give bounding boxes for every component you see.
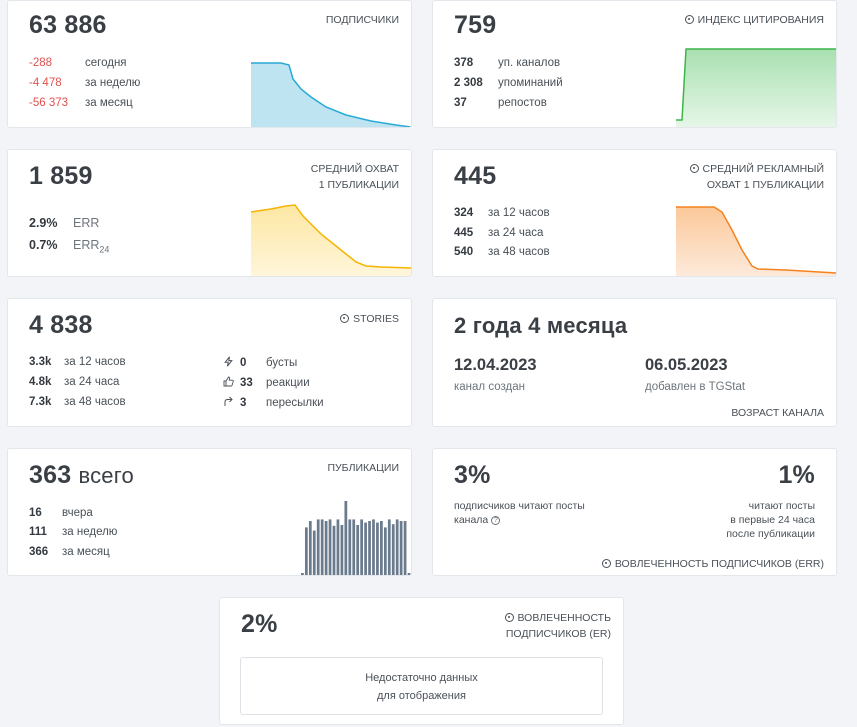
publication-bar xyxy=(336,519,340,575)
publication-bar xyxy=(372,519,375,575)
stat-row: 540 за 48 часов xyxy=(454,246,550,258)
err-card[interactable]: 3% 1% подписчиков читают посты канала? чи… xyxy=(432,448,837,576)
boosts-row: 0 бусты xyxy=(223,356,297,369)
citation-card[interactable]: 759 ИНДЕКС ЦИТИРОВАНИЯ 378 уп. каналов 2 … xyxy=(432,0,837,128)
publication-bar xyxy=(316,519,320,575)
publication-bar xyxy=(399,521,403,575)
publications-bar-chart xyxy=(301,501,411,575)
forwards-row: 3 пересылки xyxy=(223,396,324,409)
publication-bar xyxy=(387,519,391,575)
stat-row: 111 за неделю xyxy=(29,526,118,538)
citation-value: 759 xyxy=(454,11,497,39)
publication-bar xyxy=(352,519,356,575)
stat-row: 7.3k за 48 часов xyxy=(29,396,126,408)
info-circle-icon[interactable] xyxy=(684,15,694,24)
publication-bar xyxy=(304,527,308,575)
avg-reach-card[interactable]: 1 859 СРЕДНИЙ ОХВАТ 1 ПУБЛИКАЦИИ 2.9% ERR … xyxy=(7,149,412,277)
subscribers-sparkline xyxy=(251,62,411,127)
ad-reach-card[interactable]: 445 СРЕДНИЙ РЕКЛАМНЫЙ ОХВАТ 1 ПУБЛИКАЦИИ … xyxy=(432,149,837,277)
stat-row: 2 308 упоминаний xyxy=(454,77,563,89)
ad-reach-value: 445 xyxy=(454,162,497,190)
er-card[interactable]: 2% ВОВЛЕЧЕННОСТЬ ПОДПИСЧИКОВ (ER) Недоста… xyxy=(219,597,624,725)
err-right-desc: читают посты в первые 24 часа после публик… xyxy=(726,500,815,540)
avg-reach-value: 1 859 xyxy=(29,162,93,190)
publication-bar xyxy=(301,573,304,575)
err-right-value: 1% xyxy=(778,461,815,489)
reactions-row: 33 реакции xyxy=(223,376,310,389)
stat-row: 16 вчера xyxy=(29,507,93,519)
stat-row: 378 уп. каналов xyxy=(454,57,561,69)
publication-bar xyxy=(364,522,367,575)
publication-bar xyxy=(380,521,383,575)
publication-bar xyxy=(403,521,407,575)
stat-row: 37 репостов xyxy=(454,97,547,109)
avg-reach-sparkline xyxy=(251,204,411,276)
info-circle-icon[interactable] xyxy=(340,314,350,323)
err-row: 2.9% ERR xyxy=(29,216,100,230)
publications-caption: ПУБЛИКАЦИИ xyxy=(327,462,399,474)
er-value: 2% xyxy=(241,610,278,638)
publication-bar xyxy=(407,573,411,575)
thumbs-up-icon xyxy=(223,376,234,387)
err-caption: ВОВЛЕЧЕННОСТЬ ПОДПИСЧИКОВ (ERR) xyxy=(601,556,824,572)
publication-bar xyxy=(312,530,316,575)
created-date: 12.04.2023 xyxy=(454,356,537,374)
info-circle-icon[interactable] xyxy=(689,164,699,173)
publication-bar xyxy=(391,524,395,575)
publications-card[interactable]: 363 всего ПУБЛИКАЦИИ 16 вчера 111 за недел… xyxy=(7,448,412,576)
publication-bar xyxy=(324,521,328,575)
lightning-icon xyxy=(224,356,233,367)
stat-row: -4 478 за неделю xyxy=(29,77,141,89)
publication-bar xyxy=(356,525,360,575)
created-label: канал создан xyxy=(454,381,525,393)
stat-row: -288 сегодня xyxy=(29,57,127,69)
stat-row: 324 за 12 часов xyxy=(454,207,550,219)
ad-reach-sparkline xyxy=(676,206,836,276)
share-arrow-icon xyxy=(224,396,233,406)
err-left-desc: подписчиков читают посты канала? xyxy=(454,500,585,526)
stat-row: -56 373 за месяц xyxy=(29,97,133,109)
publication-bar xyxy=(348,519,352,575)
stories-value: 4 838 xyxy=(29,311,93,339)
citation-sparkline xyxy=(676,48,836,127)
publication-bar xyxy=(328,519,332,575)
channel-age-caption: ВОЗРАСТ КАНАЛА xyxy=(731,407,824,419)
publication-bar xyxy=(395,519,399,575)
er-caption: ВОВЛЕЧЕННОСТЬ ПОДПИСЧИКОВ (ER) xyxy=(504,612,611,640)
publication-bar xyxy=(360,519,364,575)
stories-card[interactable]: 4 838 STORIES 3.3k за 12 часов 4.8k за 24 … xyxy=(7,298,412,427)
publication-bar xyxy=(344,501,348,575)
publication-bar xyxy=(368,521,371,575)
info-circle-icon[interactable] xyxy=(601,559,611,568)
stat-row: 445 за 24 часа xyxy=(454,227,544,239)
publication-bar xyxy=(320,519,324,575)
publication-bar xyxy=(376,522,379,575)
stories-caption: STORIES xyxy=(340,311,399,327)
stat-row: 3.3k за 12 часов xyxy=(29,356,126,368)
added-label: добавлен в TGStat xyxy=(645,381,746,393)
publication-bar xyxy=(308,521,312,575)
added-date: 06.05.2023 xyxy=(645,356,728,374)
channel-age-value: 2 года 4 месяца xyxy=(454,313,628,338)
stat-row: 366 за месяц xyxy=(29,546,110,558)
subscribers-value: 63 886 xyxy=(29,11,107,39)
question-icon[interactable]: ? xyxy=(491,516,501,525)
citation-caption: ИНДЕКС ЦИТИРОВАНИЯ xyxy=(684,12,824,28)
info-circle-icon[interactable] xyxy=(504,613,514,622)
publications-value: 363 всего xyxy=(29,461,134,489)
channel-age-card[interactable]: 2 года 4 месяца 12.04.2023 канал создан … xyxy=(432,298,837,427)
er-empty-box: Недостаточно данных для отображения xyxy=(240,657,603,715)
avg-reach-caption: СРЕДНИЙ ОХВАТ 1 ПУБЛИКАЦИИ xyxy=(310,163,399,191)
err24-row: 0.7% ERR24 xyxy=(29,238,110,255)
publication-bar xyxy=(340,525,344,575)
subscribers-card[interactable]: 63 886 ПОДПИСЧИКИ -288 сегодня -4 478 за н… xyxy=(7,0,412,128)
subscribers-caption: ПОДПИСЧИКИ xyxy=(325,14,399,26)
publication-bar xyxy=(383,527,387,575)
err-left-value: 3% xyxy=(454,461,491,489)
stat-row: 4.8k за 24 часа xyxy=(29,376,120,388)
publication-bar xyxy=(332,525,336,575)
ad-reach-caption: СРЕДНИЙ РЕКЛАМНЫЙ ОХВАТ 1 ПУБЛИКАЦИИ xyxy=(689,161,824,193)
